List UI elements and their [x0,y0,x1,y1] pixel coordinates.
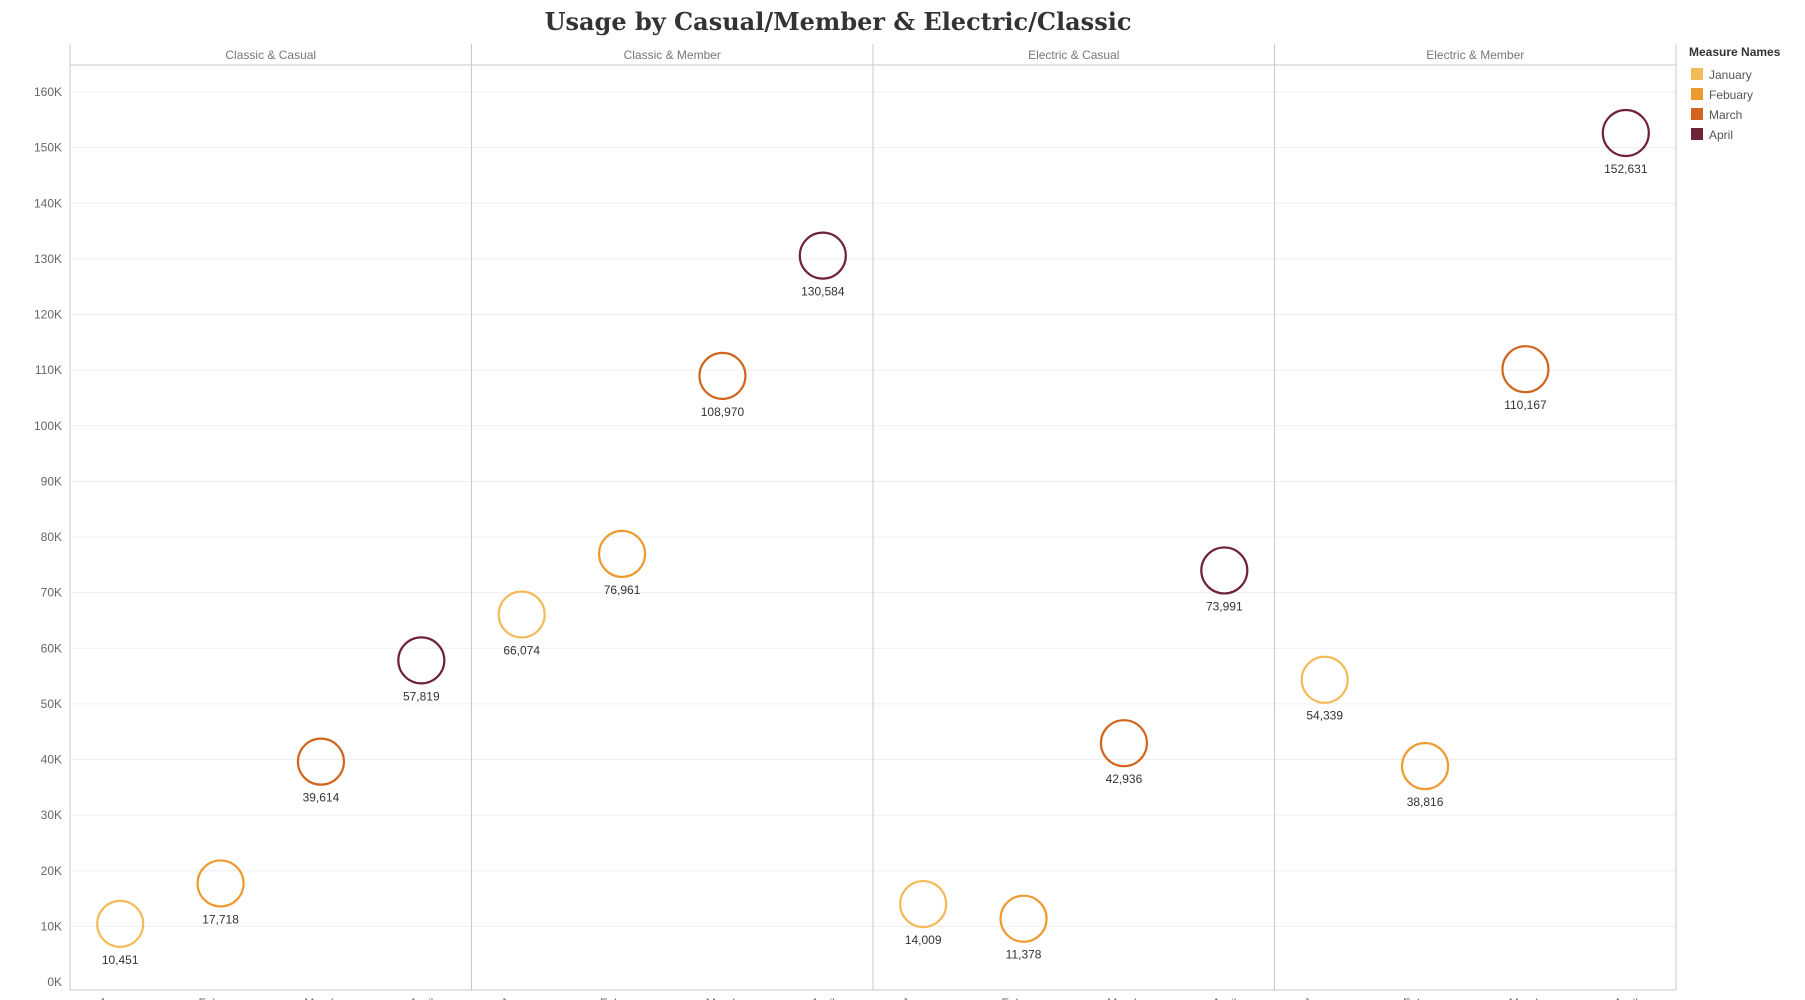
y-tick-label: 150K [34,141,62,155]
x-tick-label: January [902,996,945,1000]
y-tick-label: 0K [47,975,62,989]
legend-swatch [1691,88,1703,100]
data-point [1601,108,1650,158]
data-label: 73,991 [1206,599,1243,613]
data-label: 17,718 [202,912,239,926]
panel-header: Classic & Member [624,48,721,62]
x-tick-label: April [1614,996,1638,1000]
data-point [999,894,1048,943]
y-tick-label: 110K [35,363,62,377]
data-label: 14,009 [905,933,942,947]
legend-swatch [1691,108,1703,120]
panel-frames [69,44,1677,991]
y-tick-label: 70K [41,586,62,600]
data-label: 54,339 [1306,709,1343,723]
data-point [798,231,847,280]
x-tick-label: January [500,996,543,1000]
x-tick-label: March [1107,996,1140,1000]
data-point [296,737,346,786]
y-tick-label: 130K [34,252,62,266]
data-point [597,529,647,579]
data-point [397,636,446,685]
data-markers: 10,451 17,718 39,614 57,819 66,074 76,961 108,… [96,108,1650,967]
x-tick-label: January [99,996,142,1000]
x-tick-label: March [706,996,739,1000]
data-label: 38,816 [1407,795,1444,809]
x-tick-label: January [1303,996,1346,1000]
data-label: 152,631 [1604,162,1648,176]
x-tick-label: April [1212,996,1236,1000]
legend-title: Measure Names [1689,45,1781,59]
data-point [1501,345,1550,394]
data-point [1200,546,1249,595]
y-tick-label: 100K [34,419,62,433]
data-label: 10,451 [102,953,139,967]
y-tick-label: 60K [41,641,62,655]
data-label: 11,378 [1006,948,1042,962]
x-tick-label: March [304,996,337,1000]
x-tick-label: Febuary [1403,996,1447,1000]
y-tick-label: 90K [41,474,62,488]
panel-header: Electric & Member [1426,48,1524,62]
chart-title: Usage by Casual/Member & Electric/Classi… [545,7,1132,36]
data-label: 66,074 [503,643,540,657]
legend-label: March [1709,108,1742,122]
legend-swatch [1691,68,1703,80]
data-point [899,879,948,929]
panel-header: Electric & Casual [1028,48,1119,62]
y-tick-label: 20K [41,864,62,878]
data-label: 42,936 [1106,772,1143,786]
x-tick-label: Febuary [600,996,644,1000]
x-tick-label: March [1509,996,1542,1000]
data-point [196,859,245,908]
y-tick-label: 80K [41,530,62,544]
data-point [698,351,747,400]
data-label: 57,819 [403,689,440,703]
y-tick-label: 40K [41,753,62,767]
x-tick-label: April [811,996,835,1000]
y-tick-label: 160K [34,85,62,99]
y-tick-label: 140K [34,196,62,210]
data-label: 108,970 [701,405,745,419]
data-label: 39,614 [303,791,340,805]
x-tick-label: Febuary [1002,996,1046,1000]
y-tick-label: 30K [41,808,62,822]
legend-label: April [1709,128,1733,142]
data-point [497,590,546,639]
data-point [1099,719,1149,768]
data-label: 110,167 [1504,398,1547,412]
legend-label: Febuary [1709,88,1753,102]
y-tick-label: 50K [41,697,62,711]
data-point [96,899,145,948]
data-label: 76,961 [604,583,641,597]
panel-header: Classic & Casual [225,48,316,62]
y-tick-label: 10K [41,919,62,933]
x-tick-label: April [409,996,433,1000]
x-tick-label: Febuary [199,996,243,1000]
data-point [1300,655,1349,704]
axes: 0K 10K 20K 30K 40K 50K 60K 70K 80K 90K 100K 110K 120… [34,48,1638,1000]
data-label: 130,584 [801,285,845,299]
legend-swatch [1691,128,1703,140]
legend: Measure Names January Febuary March April [1689,45,1781,142]
data-point [1400,741,1450,791]
legend-label: January [1709,68,1752,82]
y-tick-label: 120K [34,308,62,322]
